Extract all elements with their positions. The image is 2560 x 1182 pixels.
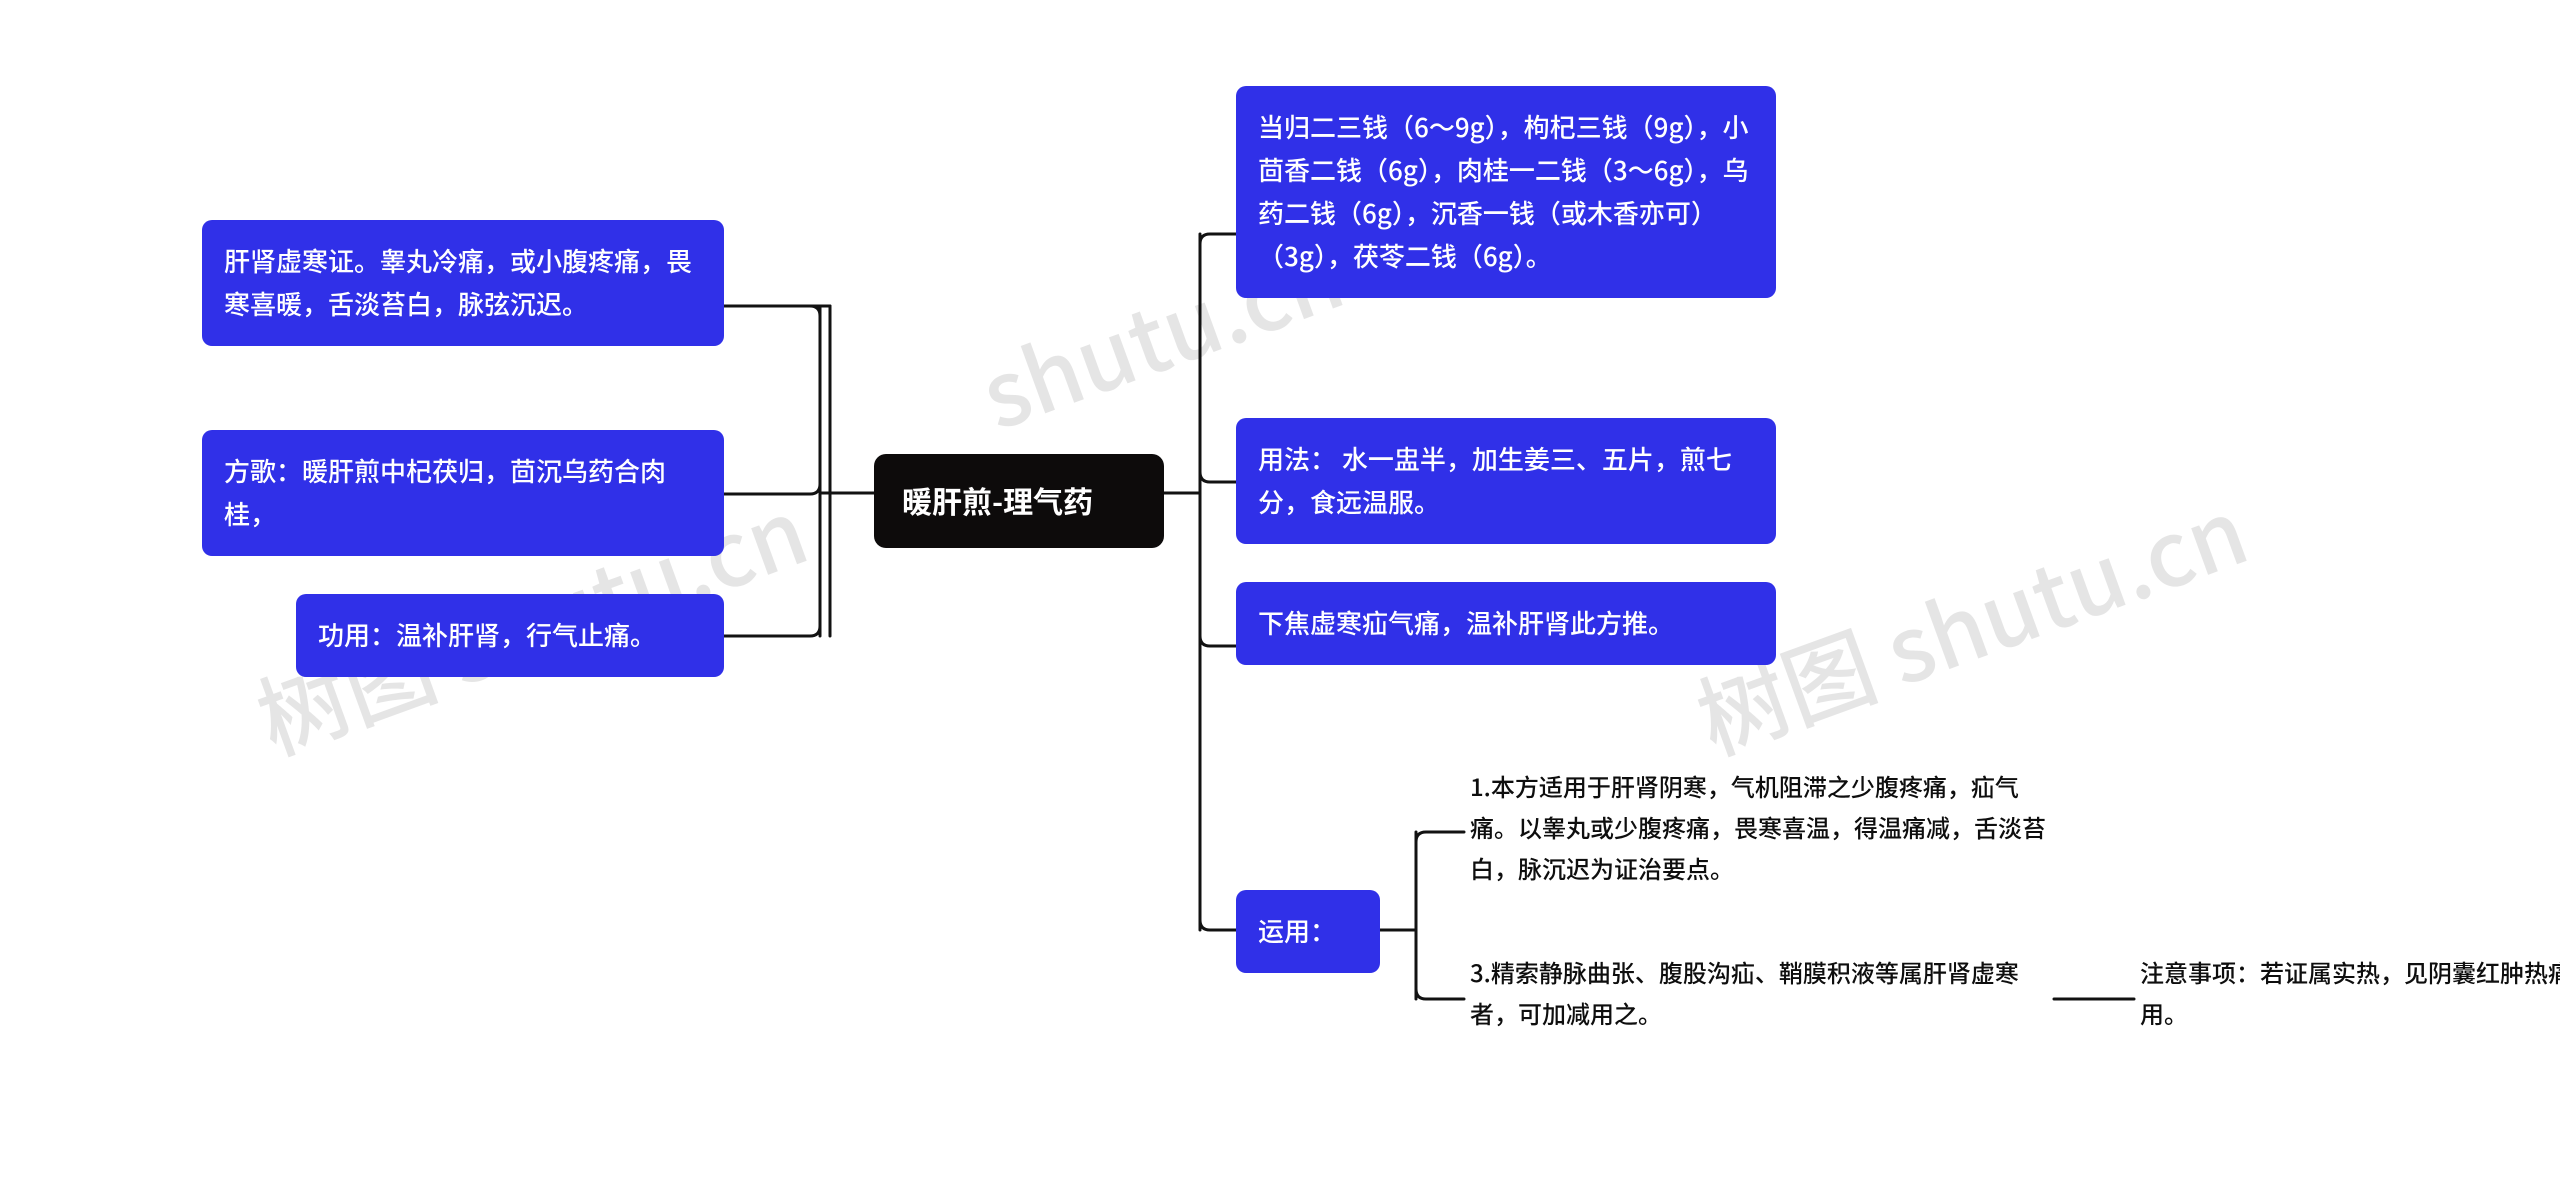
yunyong-child-1: 1.本方适用于肝肾阴寒，气机阻滞之少腹疼痛，疝气痛。以睾丸或少腹疼痛，畏寒喜温，… bbox=[1464, 762, 2054, 892]
right-node-ingredients: 当归二三钱（6～9g），枸杞三钱（9g），小茴香二钱（6g），肉桂一二钱（3～6… bbox=[1236, 86, 1776, 298]
right-node-usage: 用法： 水一盅半，加生姜三、五片，煎七分，食远温服。 bbox=[1236, 418, 1776, 544]
node-text: 注意事项：若证属实热，见阴囊红肿热痛者，切勿使用。 bbox=[2140, 954, 2560, 1030]
center-label: 暖肝煎-理气药 bbox=[902, 478, 1093, 522]
node-text: 功用：温补肝肾，行气止痛。 bbox=[318, 616, 656, 653]
yunyong-child-2: 3.精索静脉曲张、腹股沟疝、鞘膜积液等属肝肾虚寒者，可加减用之。 bbox=[1464, 948, 2054, 1038]
node-text: 1.本方适用于肝肾阴寒，气机阻滞之少腹疼痛，疝气痛。以睾丸或少腹疼痛，畏寒喜温，… bbox=[1470, 768, 2046, 885]
yunyong-child-2-note: 注意事项：若证属实热，见阴囊红肿热痛者，切勿使用。 bbox=[2134, 948, 2560, 1038]
left-node-indication: 肝肾虚寒证。睾丸冷痛，或小腹疼痛，畏寒喜暖，舌淡苔白，脉弦沉迟。 bbox=[202, 220, 724, 346]
node-text: 肝肾虚寒证。睾丸冷痛，或小腹疼痛，畏寒喜暖，舌淡苔白，脉弦沉迟。 bbox=[224, 242, 692, 322]
node-text: 用法： 水一盅半，加生姜三、五片，煎七分，食远温服。 bbox=[1258, 440, 1732, 520]
center-node: 暖肝煎-理气药 bbox=[874, 454, 1164, 548]
node-text: 当归二三钱（6～9g），枸杞三钱（9g），小茴香二钱（6g），肉桂一二钱（3～6… bbox=[1258, 108, 1749, 274]
right-node-verse: 下焦虚寒疝气痛，温补肝肾此方推。 bbox=[1236, 582, 1776, 665]
node-text: 运用： bbox=[1258, 912, 1336, 949]
left-node-gongyong: 功用：温补肝肾，行气止痛。 bbox=[296, 594, 724, 677]
right-node-yunyong: 运用： bbox=[1236, 890, 1380, 973]
node-text: 3.精索静脉曲张、腹股沟疝、鞘膜积液等属肝肾虚寒者，可加减用之。 bbox=[1470, 954, 2019, 1030]
node-text: 方歌：暖肝煎中杞茯归，茴沉乌药合肉桂， bbox=[224, 452, 666, 532]
left-node-fangge: 方歌：暖肝煎中杞茯归，茴沉乌药合肉桂， bbox=[202, 430, 724, 556]
node-text: 下焦虚寒疝气痛，温补肝肾此方推。 bbox=[1258, 604, 1674, 641]
